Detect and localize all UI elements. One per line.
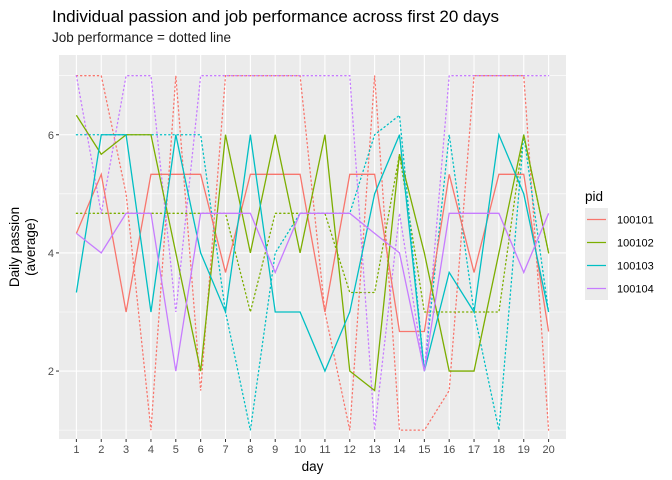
y-axis-title-line1: Daily passion [7,207,22,287]
series-line-performance-100104 [75,75,550,431]
y-tick-label: 2 [48,366,54,378]
legend-label: 100103 [617,261,654,273]
x-tick-label: 19 [518,444,530,456]
x-tick-label: 17 [468,444,480,456]
x-tick-label: 12 [344,444,356,456]
series-line-passion-100104 [75,212,550,372]
x-tick-label: 2 [98,444,104,456]
series-line-passion-100102 [75,114,550,392]
series-line-passion-100101 [75,172,550,333]
x-tick-label: 3 [123,444,129,456]
y-tick-label: 4 [48,248,54,260]
x-tick-label: 11 [319,444,330,456]
legend-title: pid [585,189,603,204]
y-axis: 2 4 6 [48,130,59,378]
legend-label: 100101 [617,215,654,227]
legend-label: 100102 [617,238,654,250]
chart-title: Individual passion and job performance a… [52,7,499,26]
series-line-performance-100103 [75,114,550,431]
x-tick-label: 14 [393,444,405,456]
plot-panel [59,55,566,439]
x-tick-label: 18 [493,444,505,456]
x-tick-label: 15 [418,444,430,456]
legend-label: 100104 [617,284,654,296]
y-tick-label: 6 [48,130,54,142]
grid-major [59,55,566,439]
x-tick-label: 13 [369,444,381,456]
x-tick-label: 1 [73,444,79,456]
x-tick-label: 5 [173,444,179,456]
x-tick-label: 10 [294,444,306,456]
series-lines [75,75,550,431]
x-tick-label: 16 [443,444,455,456]
x-tick-label: 9 [272,444,278,456]
x-tick-label: 7 [222,444,228,456]
legend: 100101 100102 100103 100104 [585,208,654,300]
series-line-passion-100103 [75,132,550,373]
x-tick-label: 6 [198,444,204,456]
x-tick-label: 4 [148,444,154,456]
x-tick-label: 8 [247,444,253,456]
x-axis-title: day [302,459,324,474]
chart-subtitle: Job performance = dotted line [52,30,231,45]
x-axis: 1 2 3 4 5 6 7 8 9 10 11 12 13 14 15 16 17 18 19 20 [73,439,555,456]
x-tick-label: 20 [542,444,554,456]
y-axis-title-line2: (average) [23,218,38,276]
